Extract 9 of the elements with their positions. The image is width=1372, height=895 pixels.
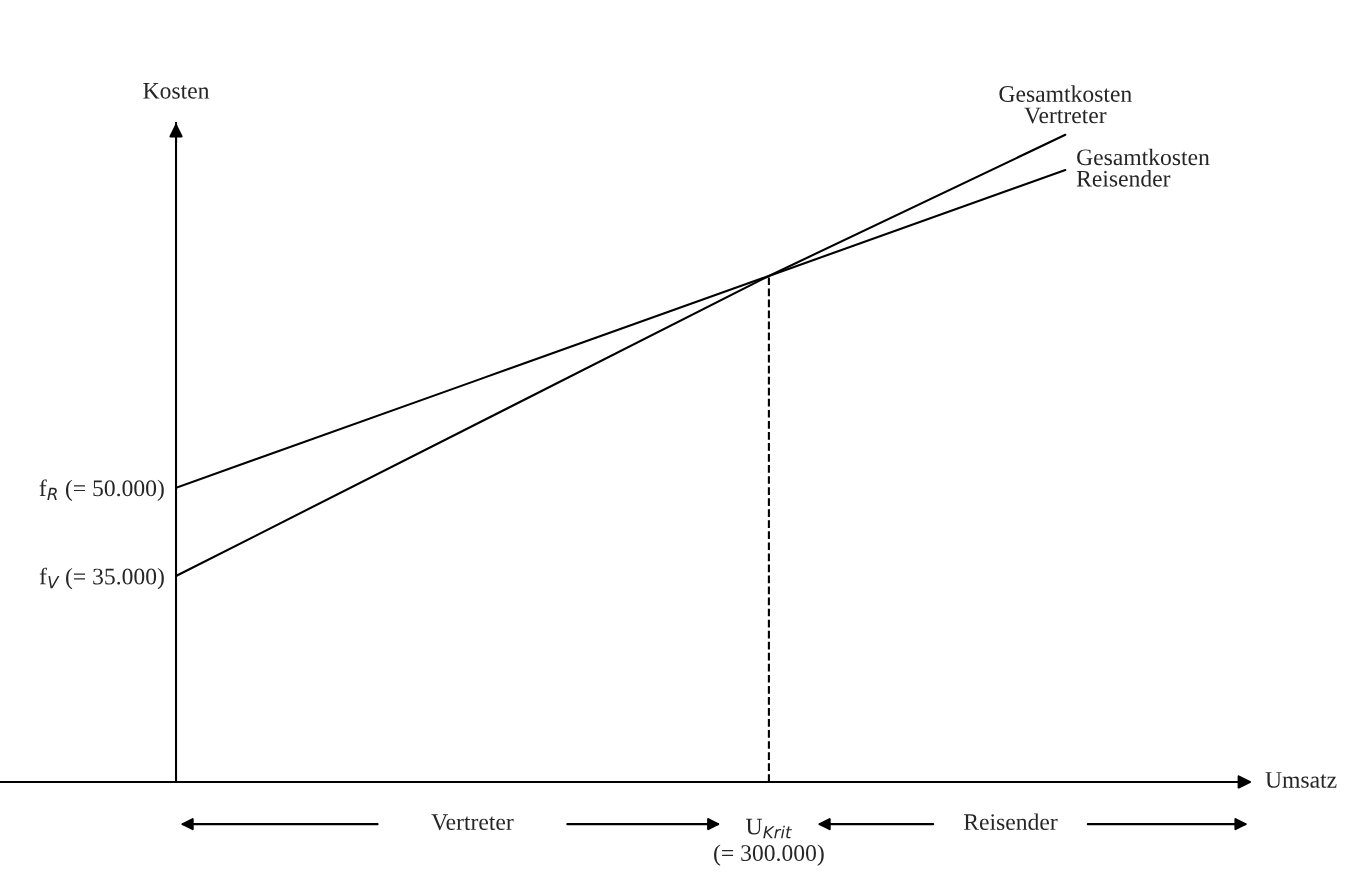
series-label: Gesamtkosten Reisender	[1076, 148, 1210, 187]
y-tick-label: f$_{V}$ (= 35.000)	[39, 567, 164, 590]
series-label: Gesamtkosten Vertreter	[999, 85, 1132, 124]
x-tick-label: U$_{Krit}$ (= 300.000)	[714, 818, 824, 866]
y-tick-label: f$_{R}$ (= 50.000)	[39, 479, 164, 502]
text: Vertreter	[431, 814, 514, 831]
x-axis-title: Umsatz	[1265, 772, 1337, 788]
y-axis-title: Kosten	[143, 83, 210, 99]
text: Reisender	[963, 813, 1058, 831]
